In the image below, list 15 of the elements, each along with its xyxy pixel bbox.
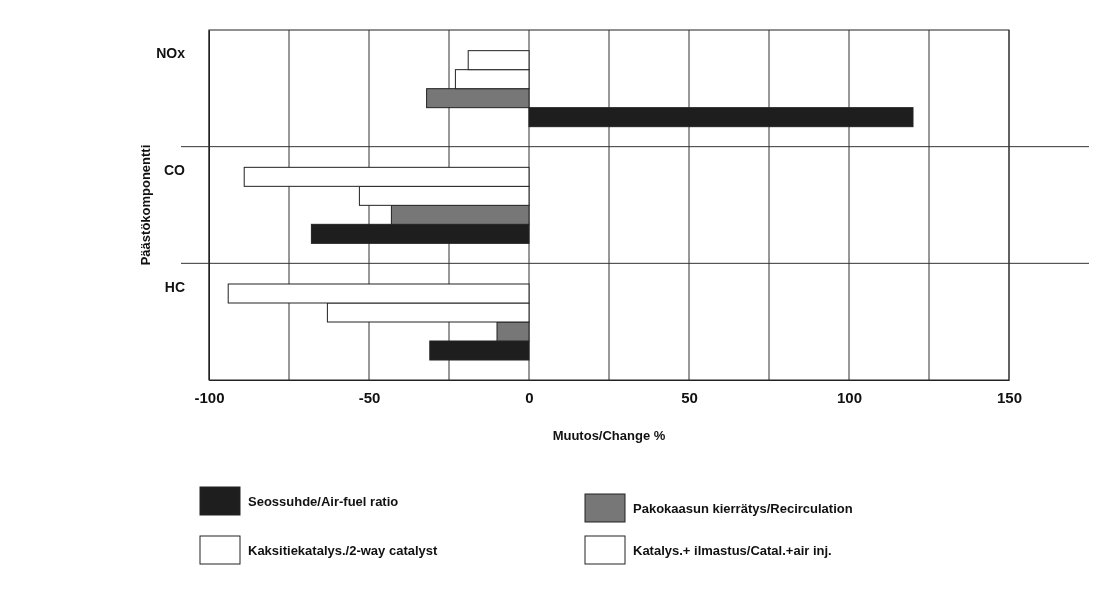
y-tick-label: NOx	[156, 45, 186, 62]
legend-label: Katalys.+ ilmastus/Catal.+air inj.	[633, 543, 832, 558]
x-tick-label: -50	[358, 388, 381, 406]
x-axis-title: Muutos/Change %	[552, 428, 666, 443]
x-tick-label: -100	[194, 388, 225, 406]
x-tick-label: 150	[996, 388, 1023, 406]
legend-label: Seossuhde/Air-fuel ratio	[248, 494, 399, 509]
legend-label: Pakokaasun kierrätys/Recirculation	[633, 501, 853, 516]
legend-label: Kaksitiekatalys./2-way catalyst	[248, 543, 439, 558]
y-axis-title: Päästökomponentti	[138, 144, 153, 266]
x-tick-label: 50	[681, 388, 698, 406]
x-tick-label: 100	[836, 388, 863, 406]
x-tick-label: 0	[525, 388, 534, 406]
y-tick-label: CO	[164, 162, 186, 178]
y-tick-label: HC	[164, 278, 185, 295]
